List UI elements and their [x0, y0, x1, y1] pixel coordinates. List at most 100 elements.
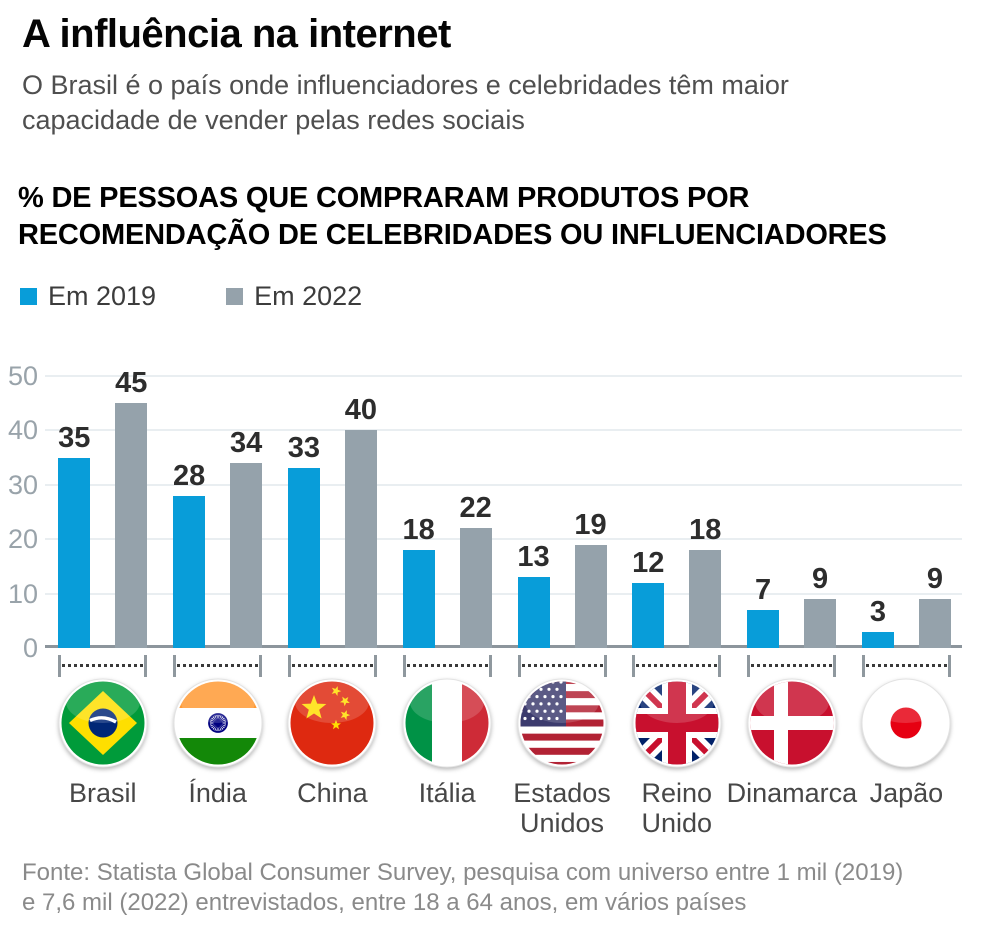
bracket-end-right — [488, 655, 492, 677]
bar-value-2022-reino-unido: 18 — [689, 514, 722, 547]
y-tick-label-10: 10 — [7, 578, 38, 609]
bar-value-2019-reino-unido: 12 — [632, 546, 665, 579]
bracket-end-right — [373, 655, 377, 677]
bracket-end-left — [632, 655, 636, 677]
group-bracket-reino-unido — [632, 655, 722, 677]
bar-2022-estados-unidos — [574, 544, 607, 648]
legend-swatch-2019 — [20, 288, 37, 305]
bar-2022-reino-unido — [689, 550, 722, 648]
country-label-japao: Japão — [869, 778, 944, 808]
usa-flag-icon — [517, 678, 607, 768]
bracket-dotted-line — [406, 664, 488, 667]
japan-flag-icon — [861, 678, 951, 768]
bracket-end-right — [144, 655, 148, 677]
bar-value-2022-india: 34 — [229, 427, 263, 460]
gridline-10 — [45, 592, 962, 595]
gridline-50 — [45, 375, 962, 377]
bracket-end-left — [517, 655, 521, 677]
bar-value-2019-dinamarca: 7 — [755, 573, 772, 606]
bar-2019-china — [287, 468, 320, 648]
bracket-end-left — [58, 655, 62, 677]
bar-value-2022-brasil: 45 — [115, 367, 148, 400]
bracket-end-left — [861, 655, 865, 677]
bar-2022-china — [344, 430, 377, 648]
bar-value-2019-china: 33 — [287, 432, 321, 465]
legend-label-2022: Em 2022 — [254, 281, 363, 311]
bracket-end-right — [947, 655, 951, 677]
bar-value-2019-italia: 18 — [402, 514, 435, 547]
country-label-india: Índia — [188, 778, 247, 808]
bar-value-2019-estados-unidos: 13 — [517, 541, 550, 574]
chart-heading: % DE PESSOAS QUE COMPRARAM PRODUTOS POR … — [18, 182, 887, 252]
bar-2022-brasil — [115, 403, 148, 648]
bar-2022-italia — [459, 528, 492, 648]
country-label-dinamarca: Dinamarca — [726, 778, 858, 808]
gridline-20 — [45, 538, 962, 541]
bar-2022-dinamarca — [804, 599, 837, 648]
bracket-end-right — [259, 655, 263, 677]
legend-label-2019: Em 2019 — [48, 281, 157, 311]
bar-2019-estados-unidos — [517, 577, 550, 648]
bar-2019-italia — [402, 550, 435, 648]
bar-value-2022-china: 40 — [344, 394, 378, 427]
bracket-dotted-line — [177, 664, 259, 667]
denmark-flag-icon — [747, 678, 837, 768]
china-flag-icon — [287, 678, 377, 768]
country-label-italia: Itália — [418, 778, 476, 808]
bar-value-2022-dinamarca: 9 — [812, 563, 829, 596]
gridline-40 — [45, 429, 962, 432]
bracket-dotted-line — [62, 664, 144, 667]
country-label-brasil: Brasil — [69, 778, 137, 808]
bracket-end-right — [603, 655, 607, 677]
bracket-end-left — [173, 655, 177, 677]
country-label-china: China — [297, 778, 368, 808]
group-bracket-dinamarca — [747, 655, 837, 677]
bar-2022-india — [230, 463, 263, 648]
y-tick-label-0: 0 — [22, 633, 38, 663]
bar-2019-japao — [861, 631, 894, 648]
bar-2019-brasil — [58, 457, 91, 648]
bracket-end-left — [402, 655, 406, 677]
bracket-dotted-line — [291, 664, 373, 667]
italy-flag-icon — [402, 678, 492, 768]
bracket-dotted-line — [521, 664, 603, 667]
country-label-estados-unidos: Estados Unidos — [513, 778, 611, 839]
group-bracket-china — [287, 655, 377, 677]
bracket-dotted-line — [865, 664, 947, 667]
y-tick-label-30: 30 — [7, 469, 38, 500]
y-tick-label-20: 20 — [7, 524, 38, 555]
y-tick-label-40: 40 — [7, 415, 38, 446]
india-flag-icon — [173, 678, 263, 768]
group-bracket-estados-unidos — [517, 655, 607, 677]
group-bracket-india — [173, 655, 263, 677]
bar-value-2019-brasil: 35 — [58, 421, 91, 454]
x-axis-baseline — [45, 645, 962, 648]
page-title: A influência na internet — [22, 12, 451, 56]
bar-value-2022-italia: 22 — [459, 492, 492, 525]
source-note: Fonte: Statista Global Consumer Survey, … — [22, 859, 904, 916]
bar-2022-japao — [918, 599, 951, 648]
gridline-30 — [45, 483, 962, 486]
bar-chart: 35 45 28 34 33 40 18 22 13 19 12 18 7 9 3 9 0 10 20 30 40 50… — [0, 361, 984, 854]
bar-value-2022-japao: 9 — [926, 563, 943, 596]
bracket-end-right — [718, 655, 722, 677]
group-bracket-brasil — [58, 655, 148, 677]
chart-legend: Em 2019 Em 2022 — [20, 281, 362, 312]
bar-2019-dinamarca — [747, 609, 780, 648]
bar-2019-reino-unido — [632, 582, 665, 648]
bar-value-2022-estados-unidos: 19 — [574, 508, 607, 541]
bar-value-2019-india: 28 — [172, 459, 206, 492]
bracket-dotted-line — [636, 664, 718, 667]
page-subtitle: O Brasil é o país onde influenciadores e… — [22, 70, 789, 136]
bracket-end-left — [747, 655, 751, 677]
legend-item-2019: Em 2019 — [20, 281, 156, 312]
group-bracket-japao — [861, 655, 951, 677]
legend-item-2022: Em 2022 — [226, 281, 362, 312]
uk-flag-icon — [632, 678, 722, 768]
bracket-end-right — [833, 655, 837, 677]
group-bracket-italia — [402, 655, 492, 677]
y-tick-label-50: 50 — [7, 361, 38, 391]
brazil-flag-icon — [58, 678, 148, 768]
bracket-dotted-line — [751, 664, 833, 667]
